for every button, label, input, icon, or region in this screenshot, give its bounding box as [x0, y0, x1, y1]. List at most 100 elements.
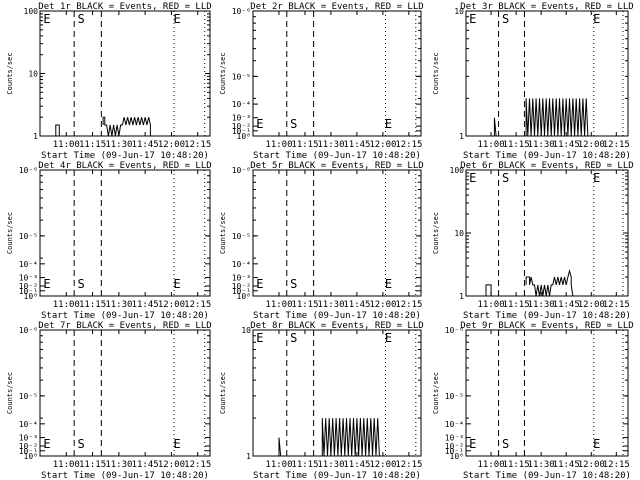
- x-tick-label: 11:00: [478, 460, 505, 470]
- y-axis-label: Counts/sec: [219, 372, 227, 414]
- y-tick-label: 10: [28, 70, 38, 79]
- x-tick-label: 12:00: [369, 460, 396, 470]
- x-tick-label: 11:45: [343, 300, 370, 310]
- data-series-line: [55, 124, 60, 136]
- y-tick-label: 10: [241, 326, 251, 335]
- y-tick-label: 10⁻³: [445, 434, 464, 443]
- event-marker-s: S: [78, 277, 85, 291]
- y-tick-label: 10⁻¹: [19, 287, 38, 296]
- y-tick-label: 1: [33, 132, 38, 141]
- y-tick-label: 10⁻¹: [232, 127, 251, 136]
- event-marker-s: S: [78, 437, 85, 451]
- y-tick-label: 10⁻⁶: [232, 7, 251, 16]
- y-tick-label: 10⁻⁶: [19, 166, 38, 175]
- x-tick-label: 12:00: [158, 140, 185, 150]
- x-tick-label: 11:45: [553, 460, 580, 470]
- x-tick-label: 11:15: [79, 300, 106, 310]
- event-marker-e-end: E: [385, 117, 392, 131]
- x-tick-label: 11:15: [79, 460, 106, 470]
- x-tick-label: 11:30: [528, 460, 555, 470]
- y-tick-label: 10⁰: [237, 132, 251, 141]
- event-marker-s: S: [502, 12, 509, 26]
- event-marker-e-start: E: [469, 12, 476, 26]
- y-tick-label: 10⁻⁴: [19, 260, 38, 269]
- x-tick-label: 11:45: [343, 460, 370, 470]
- x-tick-label: 12:15: [184, 300, 211, 310]
- x-tick-label: 11:00: [53, 460, 80, 470]
- x-tick-label: 12:15: [395, 460, 422, 470]
- y-tick-label: 10⁻⁶: [232, 166, 251, 175]
- y-tick-label: 10⁻⁵: [232, 232, 251, 241]
- event-marker-e-end: E: [173, 12, 180, 26]
- x-tick-label: 11:30: [528, 300, 555, 310]
- y-tick-label: 10⁻⁴: [445, 420, 464, 429]
- event-marker-e-start: E: [469, 171, 476, 185]
- x-tick-label: 11:15: [291, 140, 318, 150]
- event-marker-e-start: E: [256, 331, 263, 345]
- event-marker-e-start: E: [43, 437, 50, 451]
- plot-frame: [465, 10, 629, 137]
- x-tick-label: 11:45: [553, 300, 580, 310]
- y-tick-label: 10⁻³: [19, 434, 38, 443]
- y-tick-label: 10⁻²: [19, 282, 38, 291]
- x-axis-label: Start Time (09-Jun-17 10:48:20): [41, 471, 209, 480]
- y-axis-label: Counts/sec: [6, 372, 14, 414]
- plot-frame: [465, 169, 629, 297]
- x-tick-label: 12:15: [603, 460, 630, 470]
- y-tick-label: 10⁰: [24, 452, 38, 461]
- y-tick-label: 10⁻²: [232, 282, 251, 291]
- x-tick-label: 12:00: [578, 460, 605, 470]
- x-axis-label: Start Time (09-Jun-17 10:48:20): [463, 471, 631, 480]
- event-marker-e-start: E: [469, 437, 476, 451]
- y-tick-label: 10⁻⁵: [232, 72, 251, 81]
- x-tick-label: 11:00: [265, 140, 292, 150]
- y-tick-label: 1: [459, 132, 464, 141]
- x-tick-label: 11:30: [105, 300, 132, 310]
- event-marker-s: S: [502, 437, 509, 451]
- x-tick-label: 11:45: [132, 300, 159, 310]
- chart-panel-5: Det 5r BLACK = Events, RED = LLD11:0011:…: [219, 161, 424, 321]
- y-tick-label: 10⁻²: [232, 122, 251, 131]
- event-marker-s: S: [290, 331, 297, 345]
- x-tick-label: 12:00: [369, 300, 396, 310]
- y-tick-label: 10⁻⁴: [232, 260, 251, 269]
- y-tick-label: 1: [246, 452, 251, 461]
- x-tick-label: 11:15: [79, 140, 106, 150]
- x-tick-label: 11:15: [503, 460, 530, 470]
- plot-frame: [252, 169, 422, 297]
- x-tick-label: 11:00: [265, 300, 292, 310]
- event-marker-e-start: E: [256, 277, 263, 291]
- event-marker-s: S: [290, 117, 297, 131]
- y-tick-label: 10⁻³: [19, 274, 38, 283]
- x-tick-label: 12:15: [603, 300, 630, 310]
- x-tick-label: 11:45: [343, 140, 370, 150]
- chart-panel-2: Det 2r BLACK = Events, RED = LLD11:0011:…: [219, 2, 424, 161]
- chart-panel-7: Det 7r BLACK = Events, RED = LLD 11:00 11:…: [6, 321, 212, 480]
- y-axis-label: Counts/sec: [432, 212, 440, 254]
- chart-title: Det 7r BLACK = Events, RED = LLD: [38, 321, 211, 331]
- event-marker-e-end: E: [173, 437, 180, 451]
- data-series-line: [525, 268, 574, 297]
- data-series-line: [102, 116, 151, 137]
- chart-panel-8: Det 8r BLACK = Events, RED = LLD11:0011:…: [219, 321, 424, 480]
- event-marker-e-end: E: [593, 12, 600, 26]
- y-tick-label: 10⁻³: [232, 114, 251, 123]
- y-tick-label: 10: [454, 7, 464, 16]
- x-tick-label: 11:30: [317, 300, 344, 310]
- chart-title: Det 2r BLACK = Events, RED = LLD: [250, 2, 423, 12]
- x-axis-label: Start Time (09-Jun-17 10:48:20): [41, 151, 209, 161]
- x-tick-label: 12:00: [369, 140, 396, 150]
- y-axis-label: Counts/sec: [432, 52, 440, 94]
- y-tick-label: 10⁻²: [19, 442, 38, 451]
- x-tick-label: 11:15: [291, 300, 318, 310]
- y-tick-label: 10⁻⁴: [232, 100, 251, 109]
- x-tick-label: 11:00: [478, 140, 505, 150]
- chart-title: Det 9r BLACK = Events, RED = LLD: [460, 321, 633, 331]
- event-marker-s: S: [290, 277, 297, 291]
- y-axis-label: Counts/sec: [219, 52, 227, 94]
- plot-frame: [252, 329, 422, 457]
- event-marker-e-start: E: [43, 277, 50, 291]
